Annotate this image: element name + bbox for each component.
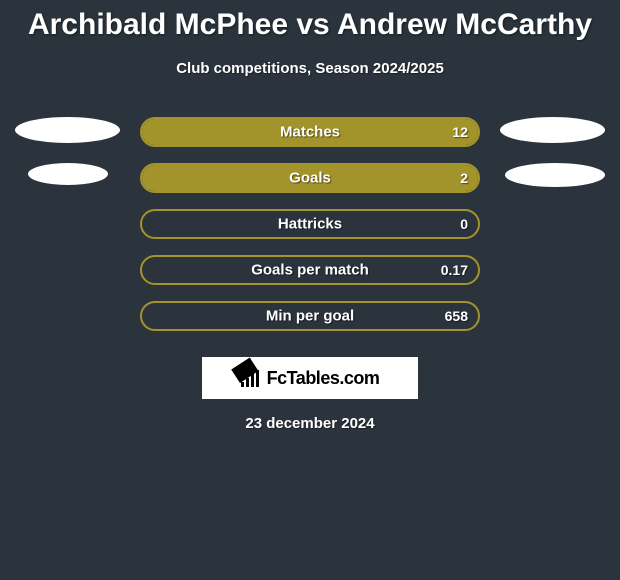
stat-label: Min per goal bbox=[266, 308, 354, 325]
page-title: Archibald McPhee vs Andrew McCarthy bbox=[0, 0, 620, 42]
stat-label: Matches bbox=[280, 124, 340, 141]
stat-bar-matches: Matches 12 bbox=[140, 117, 480, 147]
left-team-logo bbox=[15, 117, 120, 143]
left-team-logo bbox=[28, 163, 108, 185]
brand-text: FcTables.com bbox=[267, 368, 380, 389]
stat-label: Goals bbox=[289, 170, 331, 187]
right-team-logo-slot bbox=[500, 163, 605, 193]
stat-row-hattricks: Hattricks 0 bbox=[0, 201, 620, 247]
stat-row-goals: Goals 2 bbox=[0, 155, 620, 201]
chart-icon bbox=[241, 369, 263, 387]
date-line: 23 december 2024 bbox=[0, 415, 620, 432]
right-team-logo-slot bbox=[500, 301, 605, 331]
page-subtitle: Club competitions, Season 2024/2025 bbox=[0, 60, 620, 77]
left-team-logo-slot bbox=[15, 301, 120, 331]
stat-bar-goals-per-match: Goals per match 0.17 bbox=[140, 255, 480, 285]
right-team-logo-slot bbox=[500, 117, 605, 147]
stat-row-goals-per-match: Goals per match 0.17 bbox=[0, 247, 620, 293]
stat-bar-goals: Goals 2 bbox=[140, 163, 480, 193]
stat-row-min-per-goal: Min per goal 658 bbox=[0, 293, 620, 339]
stats-container: Matches 12 Goals 2 Hattricks 0 bbox=[0, 109, 620, 339]
left-team-logo-slot bbox=[15, 209, 120, 239]
stat-label: Goals per match bbox=[251, 262, 369, 279]
stat-value: 0.17 bbox=[441, 262, 468, 278]
stat-bar-min-per-goal: Min per goal 658 bbox=[140, 301, 480, 331]
stat-value: 2 bbox=[460, 170, 468, 186]
left-team-logo-slot bbox=[15, 255, 120, 285]
brand-badge[interactable]: FcTables.com bbox=[202, 357, 418, 399]
stat-value: 0 bbox=[460, 216, 468, 232]
right-team-logo-slot bbox=[500, 209, 605, 239]
left-team-logo-slot bbox=[15, 117, 120, 147]
left-team-logo-slot bbox=[15, 163, 120, 193]
stat-value: 12 bbox=[452, 124, 468, 140]
right-team-logo bbox=[505, 163, 605, 187]
stat-label: Hattricks bbox=[278, 216, 342, 233]
right-team-logo-slot bbox=[500, 255, 605, 285]
stat-value: 658 bbox=[445, 308, 468, 324]
stat-bar-hattricks: Hattricks 0 bbox=[140, 209, 480, 239]
stat-row-matches: Matches 12 bbox=[0, 109, 620, 155]
right-team-logo bbox=[500, 117, 605, 143]
